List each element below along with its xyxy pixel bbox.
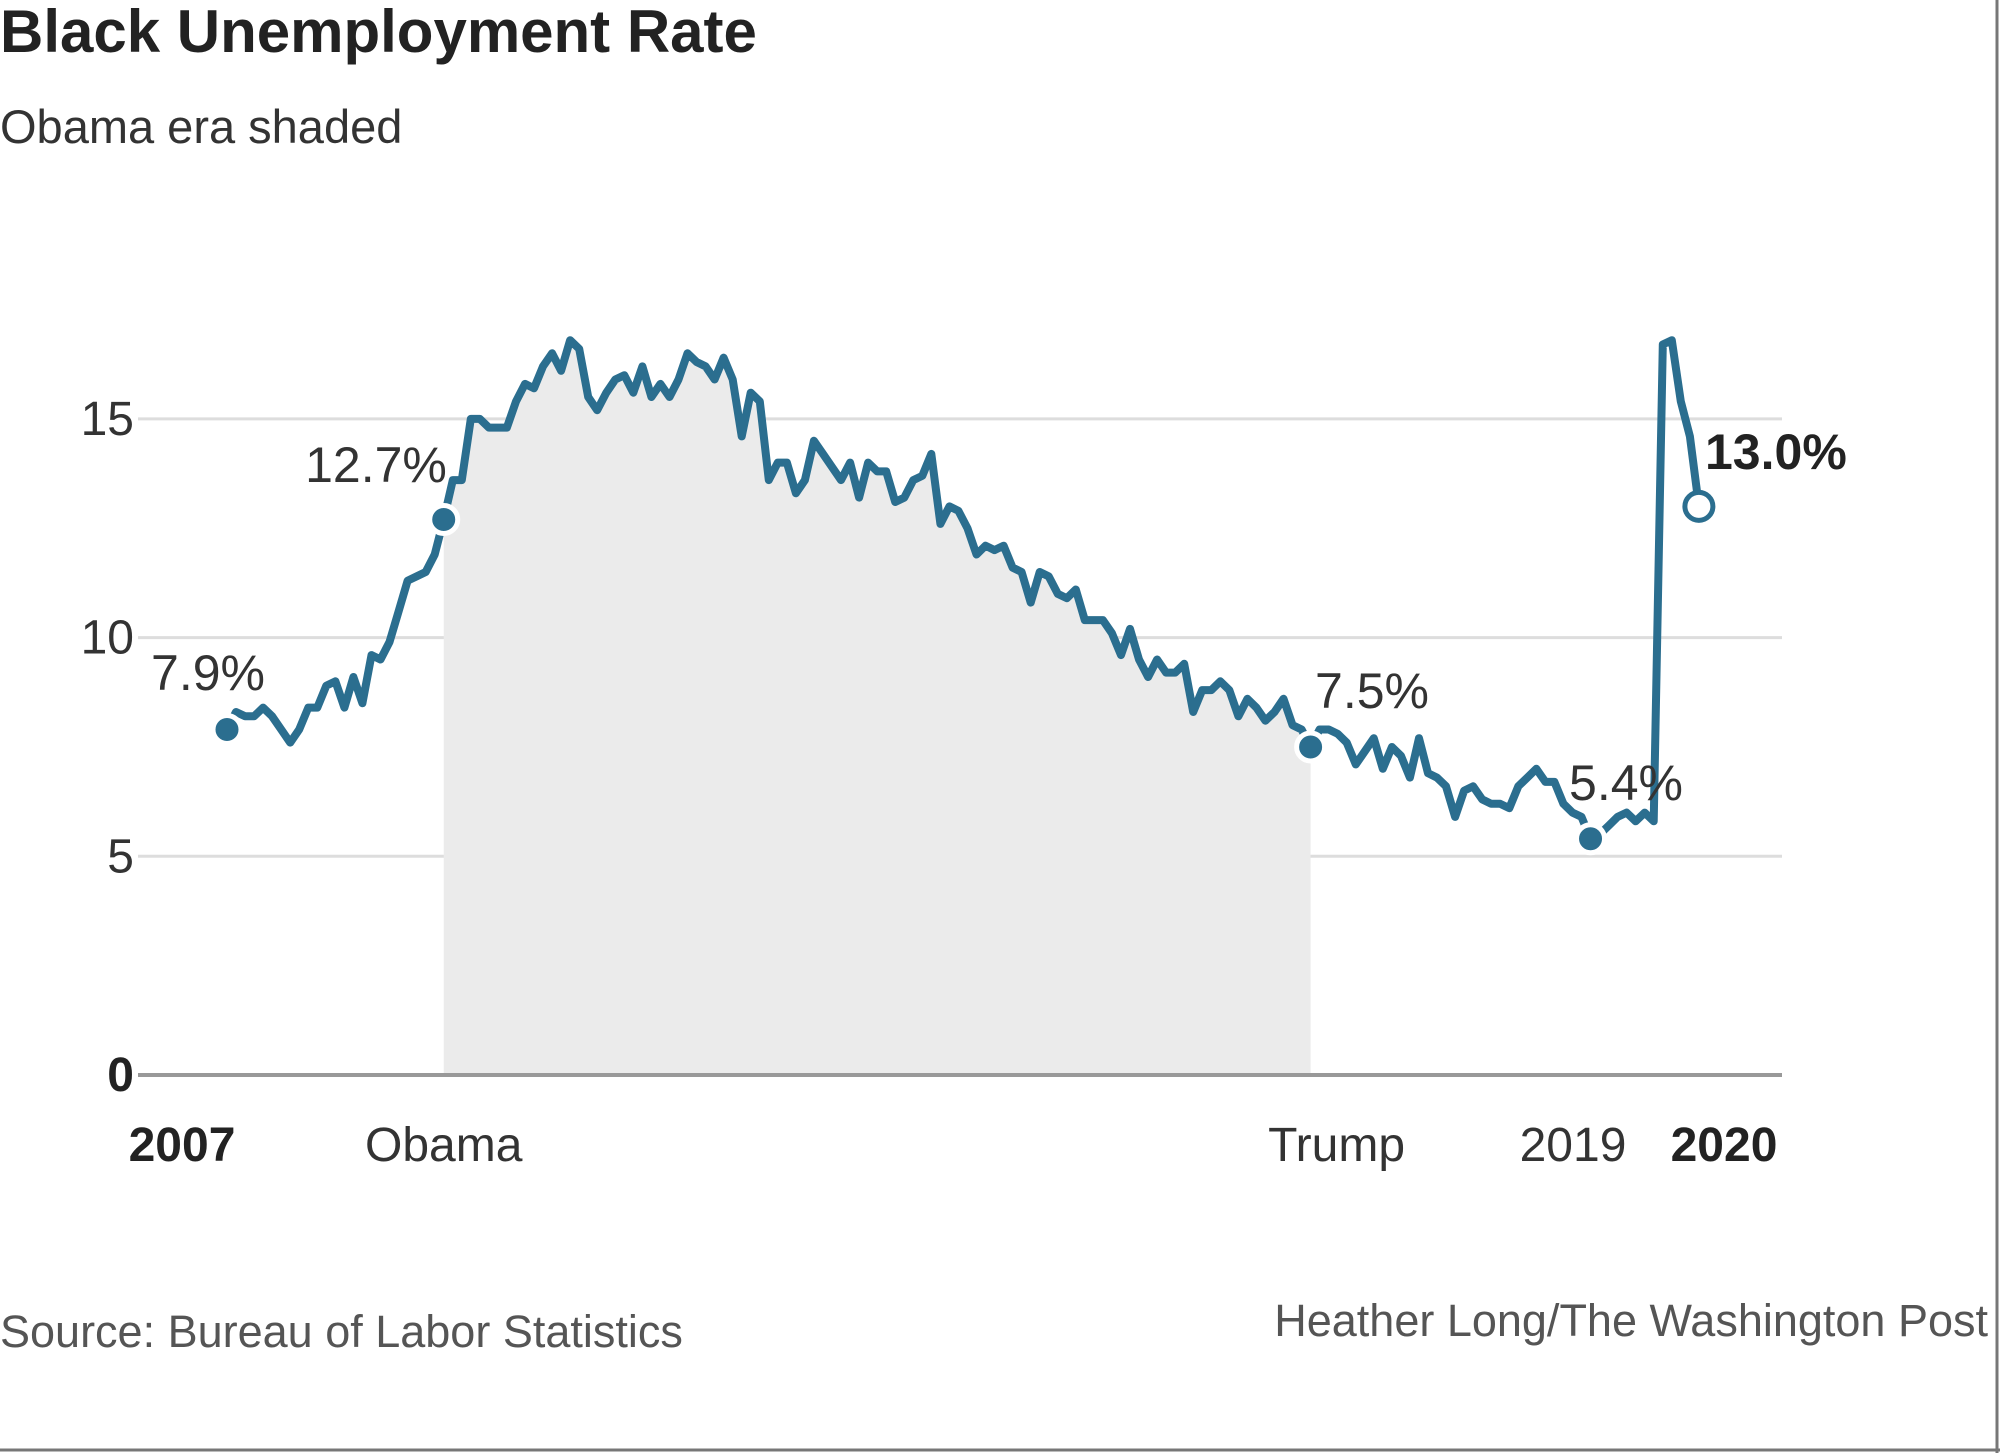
source-note: Source: Bureau of Labor Statistics [0,1306,683,1357]
annotation-point [427,503,461,537]
annotation-label: 13.0% [1705,424,1847,480]
x-tick-label: Trump [1268,1119,1405,1172]
chart-title: Black Unemployment Rate [0,0,757,65]
annotation-point [1294,730,1328,764]
unemployment-line [223,336,1703,843]
annotation-label: 12.7% [305,437,447,493]
x-tick-label: Obama [365,1119,523,1172]
annotation-labels: 7.9% 12.7% 7.5% 5.4% 13.0% [151,424,1847,811]
y-tick-label: 5 [107,830,134,883]
annotation-point [1574,822,1608,856]
annotation-label: 7.9% [151,645,265,701]
chart-subtitle: Obama era shaded [0,100,402,153]
annotation-points [210,489,1716,856]
x-tick-label: 2007 [129,1119,236,1172]
annotation-label: 5.4% [1569,755,1683,811]
annotation-label: 7.5% [1315,663,1429,719]
y-tick-label: 15 [81,393,134,446]
y-tick-label: 10 [81,612,134,665]
x-axis-ticks: 2007 Obama Trump 2019 2020 [129,1119,1778,1172]
y-axis-ticks: 0 5 10 15 [81,393,134,1102]
annotation-point [210,712,244,746]
credit-note: Heather Long/The Washington Post [1274,1295,1988,1346]
x-tick-label: 2019 [1520,1119,1627,1172]
annotation-point [1682,489,1716,523]
x-tick-label: 2020 [1671,1119,1778,1172]
obama-era-shading [443,340,1311,1076]
y-tick-label: 0 [107,1049,134,1102]
